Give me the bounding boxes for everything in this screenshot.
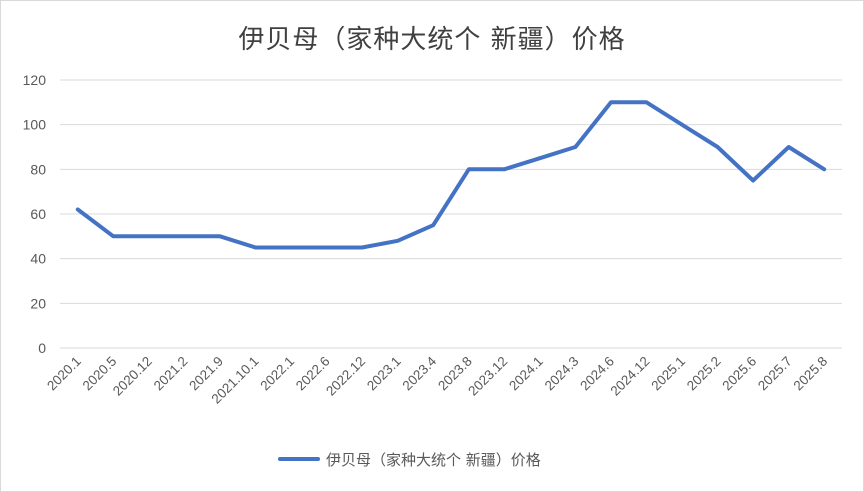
y-tick-label: 40: [30, 251, 46, 267]
y-tick-label: 100: [23, 117, 47, 133]
y-tick-label: 80: [30, 161, 46, 177]
y-axis-ticks: 0 20 40 60 80 100 120: [23, 72, 47, 356]
legend: 伊贝母（家种大统个 新疆）价格: [278, 451, 541, 469]
y-tick-label: 20: [30, 295, 46, 311]
x-tick-label: 2020.1: [44, 354, 84, 394]
x-tick-label: 2025.2: [684, 354, 724, 394]
grid-lines: [60, 79, 842, 349]
x-tick-label: 2024.3: [542, 354, 582, 394]
x-tick-label: 2023.1: [364, 354, 404, 394]
x-tick-label: 2022.1: [257, 354, 297, 394]
x-tick-label: 2023.12: [465, 354, 510, 399]
y-tick-label: 120: [23, 72, 47, 88]
x-axis-ticks: 2020.12020.52020.122021.22021.92021.10.1…: [44, 353, 830, 406]
x-tick-label: 2025.7: [755, 354, 795, 394]
series-line-0: [75, 100, 827, 250]
x-tick-label: 2025.8: [791, 354, 831, 394]
y-tick-label: 0: [38, 340, 46, 356]
x-tick-label: 2025.1: [648, 354, 688, 394]
chart-title: 伊贝母（家种大统个 新疆）价格: [238, 25, 626, 55]
x-tick-label: 2022.12: [323, 354, 368, 399]
x-tick-label: 2024.1: [506, 354, 546, 394]
x-tick-label: 2023.4: [400, 353, 440, 393]
x-tick-label: 2021.2: [151, 354, 191, 394]
series-layer: [75, 100, 827, 250]
legend-label: 伊贝母（家种大统个 新疆）价格: [326, 451, 541, 469]
x-tick-label: 2024.12: [607, 354, 652, 399]
x-tick-label: 2020.12: [110, 354, 155, 399]
y-tick-label: 60: [30, 206, 46, 222]
x-tick-label: 2025.6: [719, 354, 759, 394]
